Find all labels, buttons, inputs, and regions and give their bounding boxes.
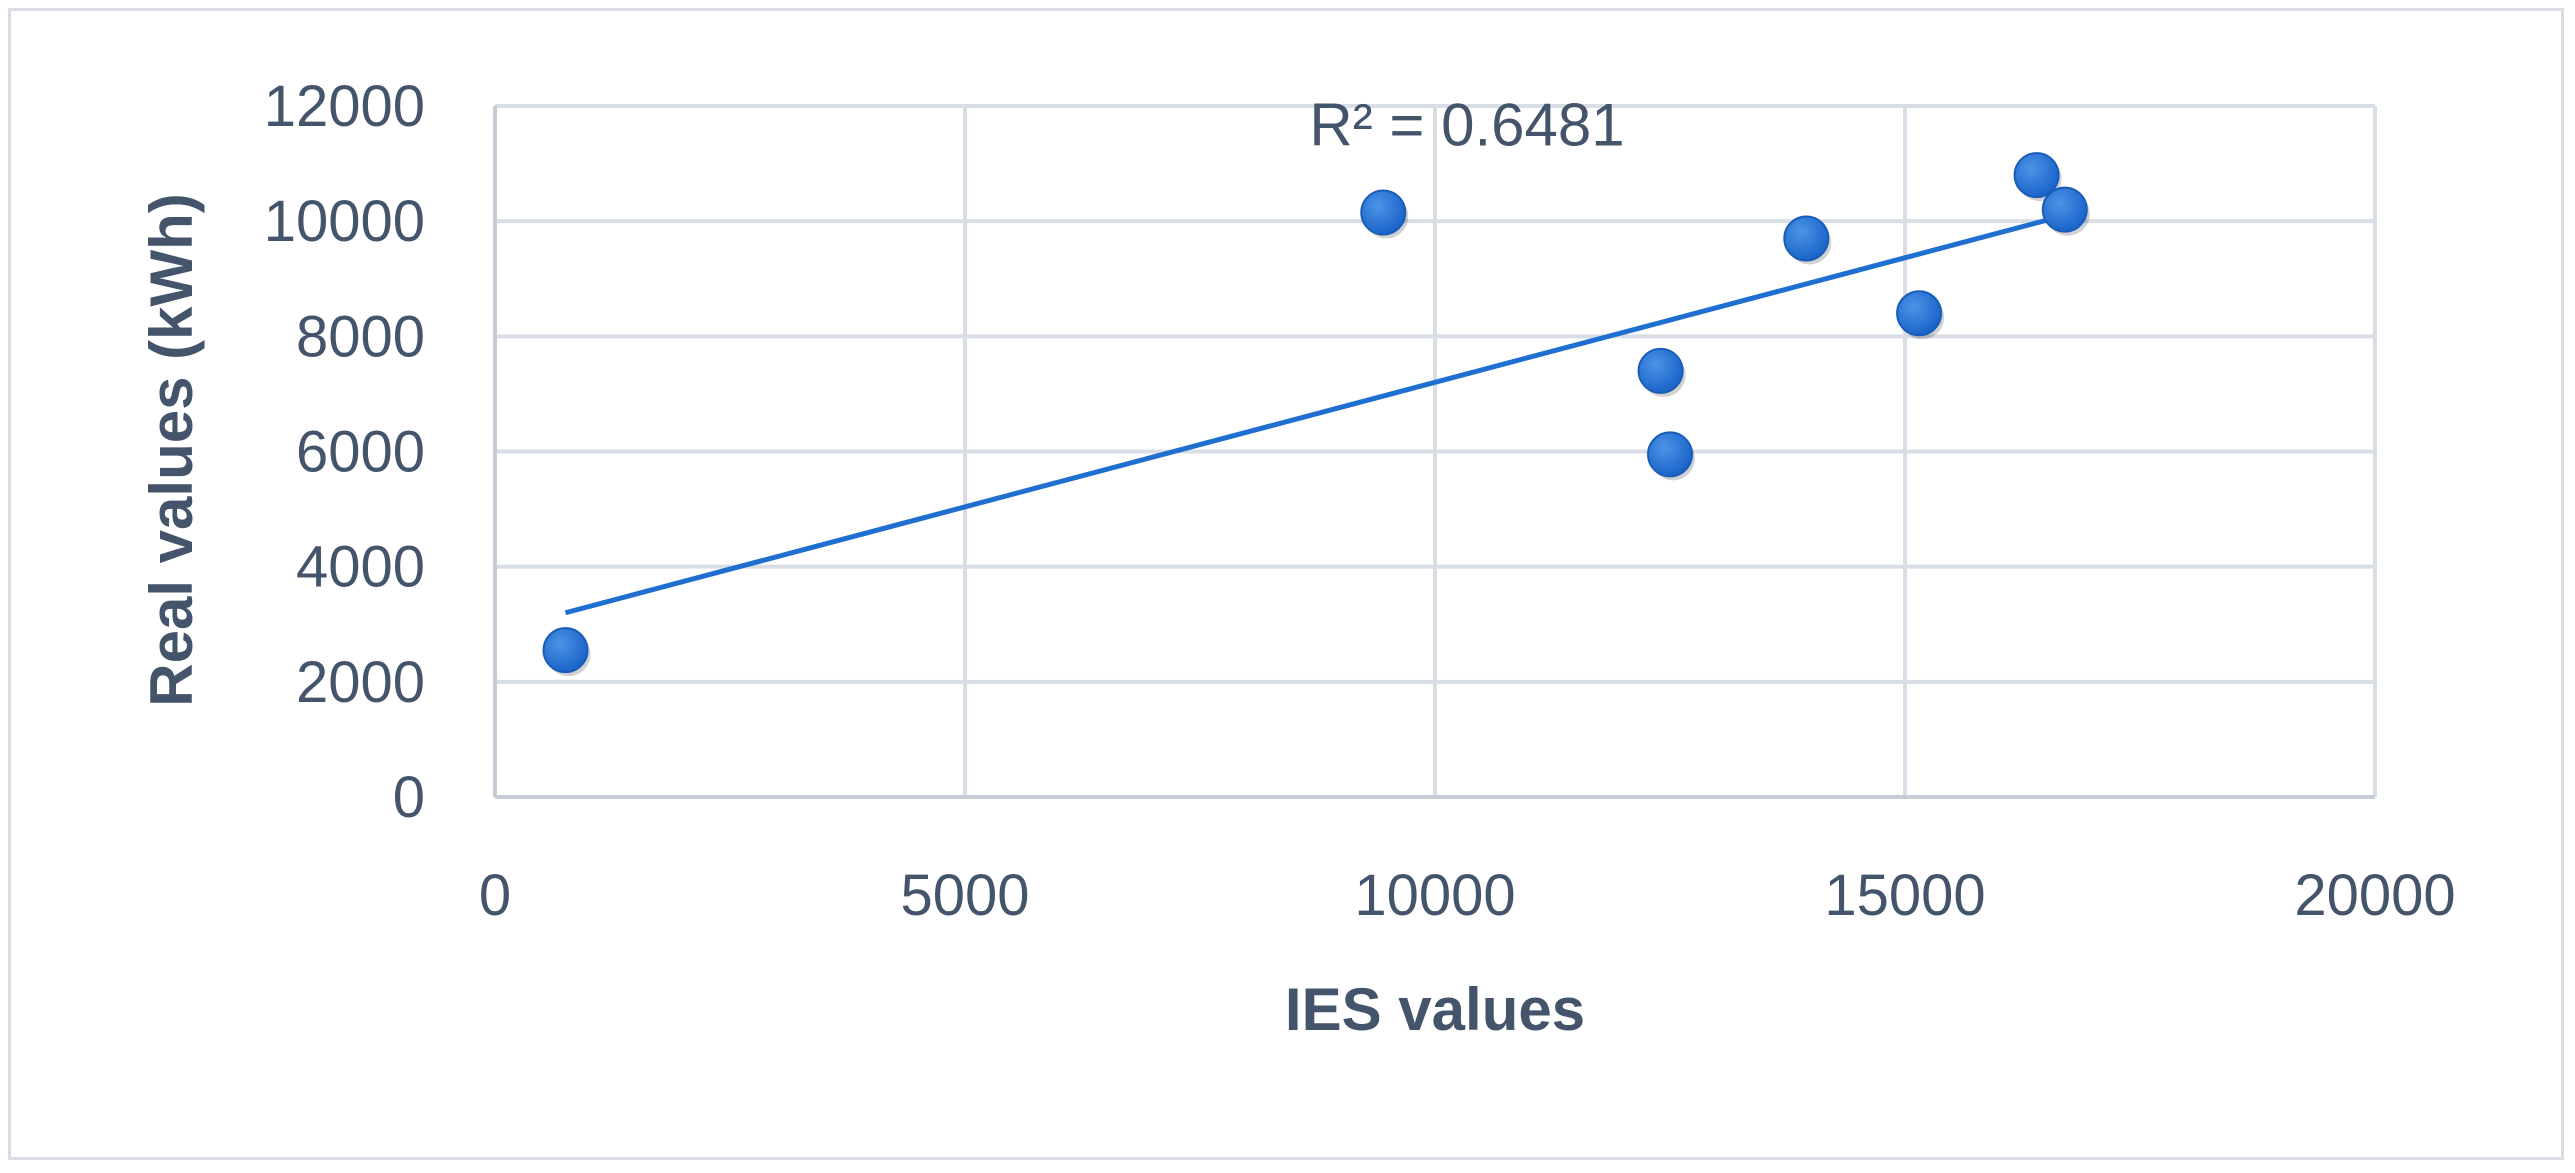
data-point xyxy=(542,627,589,674)
y-tick-label: 0 xyxy=(393,765,425,830)
gridlines xyxy=(495,104,2377,797)
x-tick-label: 10000 xyxy=(1354,863,1515,928)
y-tick-label: 4000 xyxy=(296,535,425,600)
y-tick-label: 2000 xyxy=(296,650,425,715)
x-tick-label: 0 xyxy=(479,863,511,928)
y-axis-title: Real values (kWh) xyxy=(138,193,205,707)
data-point xyxy=(2041,186,2088,233)
y-tick-label: 6000 xyxy=(296,420,425,485)
data-point xyxy=(1637,347,1684,394)
chart-frame xyxy=(8,8,2564,1160)
axes xyxy=(493,106,2375,799)
trendline xyxy=(564,212,2066,616)
x-tick-label: 5000 xyxy=(900,863,1029,928)
data-point xyxy=(1896,290,1943,337)
data-point xyxy=(1360,189,1407,236)
x-axis-title: IES values xyxy=(1285,976,1585,1043)
data-points xyxy=(542,152,2090,677)
y-tick-label: 12000 xyxy=(264,74,425,139)
r-squared-annotation: R² = 0.6481 xyxy=(1309,91,1624,158)
data-point xyxy=(2013,152,2060,199)
trendline-group xyxy=(564,212,2066,616)
data-point xyxy=(1647,431,1693,478)
x-tick-label: 15000 xyxy=(1824,863,1985,928)
y-tick-label: 10000 xyxy=(264,189,425,254)
tick-labels: 0 2000 4000 6000 8000 10000 12000 0 5000 10000 150… xyxy=(264,74,2456,928)
y-tick-label: 8000 xyxy=(296,304,425,369)
data-point xyxy=(1783,215,1830,262)
x-tick-label: 20000 xyxy=(2294,863,2455,928)
